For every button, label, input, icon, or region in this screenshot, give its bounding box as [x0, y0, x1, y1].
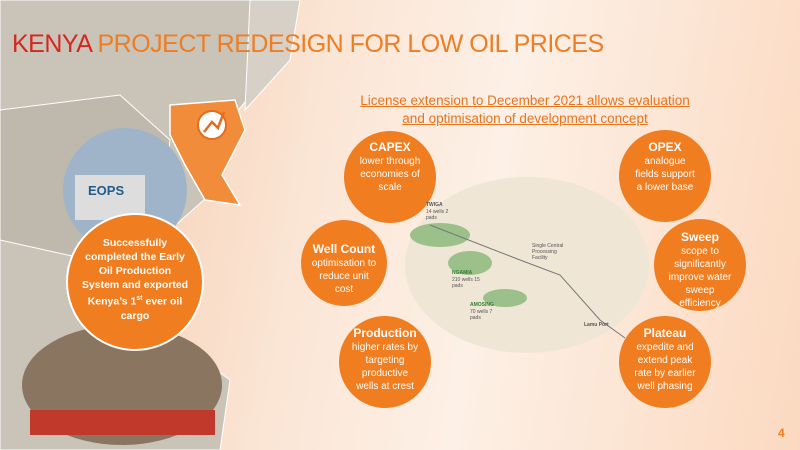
bubble-body: analogue fields support a lower base [635, 156, 695, 193]
icon [203, 111, 226, 133]
subtitle-line: and optimisation of development concept [402, 111, 648, 126]
map-label: 210 wells 15 pads [452, 277, 480, 289]
bubble-text: OPEX analogue fields support a lower base [632, 140, 698, 194]
bubble-text: Production higher rates by targeting prod… [350, 326, 420, 393]
bubble-heading: Plateau [643, 326, 687, 340]
pipeline [429, 224, 626, 339]
bubble-text: CAPEX lower through economies of scale [356, 140, 424, 194]
bubble-heading: OPEX [648, 140, 682, 154]
truck-photo [75, 175, 145, 220]
bubble-body: higher rates by targeting productive wel… [351, 342, 419, 392]
subtitle-line: License extension to December 2021 allow… [360, 93, 690, 108]
text: Successfully completed the Early Oil Pro… [81, 237, 189, 308]
bubble-text: Sweep scope to significantly improve wate… [664, 230, 736, 310]
bubble [654, 219, 746, 311]
people-photo [30, 410, 215, 435]
map-label: Single Central Processing Facility [532, 243, 564, 261]
map-label: 14 wells 2 pads [426, 209, 449, 221]
map-label: 70 wells 7 pads [470, 309, 493, 321]
map-land [244, 0, 301, 112]
map-label: NGAMIA [452, 270, 473, 276]
field-map [448, 251, 492, 275]
title: KENYA PROJECT REDESIGN FOR LOW OIL PRICE… [12, 30, 604, 59]
map-label: AMOSING [470, 302, 494, 308]
map-label: TWIGA [426, 202, 443, 208]
field-map [483, 289, 527, 307]
highlight-text: Successfully completed the Early Oil Pro… [80, 236, 190, 323]
bubble-body: optimisation to reduce unit cost [311, 258, 377, 295]
title-rest: PROJECT REDESIGN FOR LOW OIL PRICES [91, 30, 604, 58]
field-map [410, 223, 470, 247]
title-highlight: KENYA [12, 30, 92, 58]
page-number: 4 [778, 426, 785, 440]
bubble-heading: Well Count [312, 242, 376, 256]
bubble-heading: Sweep [680, 230, 719, 244]
bubble-body: expedite and extend peak rate by earlier… [634, 342, 696, 392]
bubble-body: lower through economies of scale [359, 156, 421, 193]
field-map [405, 177, 649, 353]
bubble [339, 316, 431, 408]
text: ever oil cargo [120, 295, 183, 322]
photo-label: EOPS [88, 183, 125, 198]
superscript: st [136, 295, 143, 302]
bubbles [301, 130, 746, 408]
bubble [301, 220, 387, 306]
bubble-heading: CAPEX [369, 140, 411, 154]
bubble-body: scope to significantly improve water swe… [668, 246, 732, 309]
bubble [619, 130, 711, 222]
bubble [344, 131, 436, 223]
highlight-circle [66, 213, 204, 351]
bubble-heading: Production [353, 326, 417, 340]
subtitle: License extension to December 2021 allow… [330, 92, 720, 128]
bubble-text: Plateau expedite and extend peak rate by … [632, 326, 698, 393]
bubble [619, 316, 711, 408]
bubble-text: Well Count optimisation to reduce unit co… [310, 242, 378, 296]
map-label: Lamu Port [584, 322, 609, 328]
